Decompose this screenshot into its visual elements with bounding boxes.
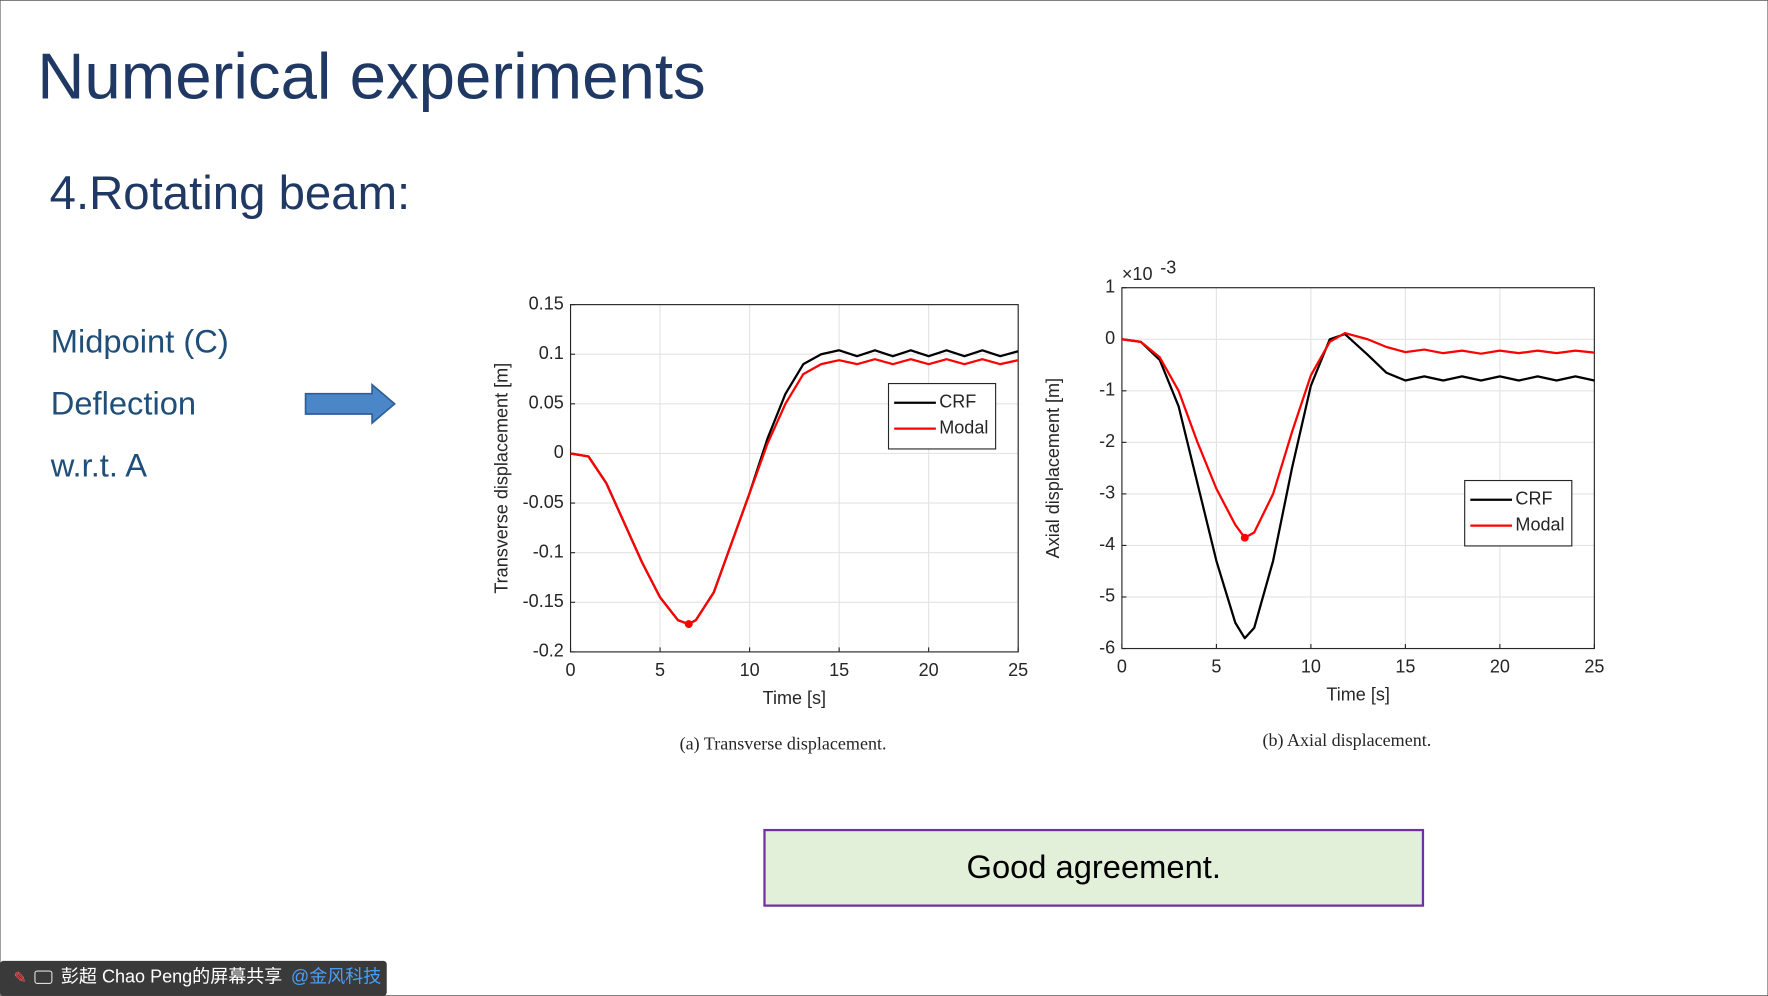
chart: 0 5 10 15 20 25 -6 -5 -4 -3 -2 -1 0 1 Time [s] Axial di… [1043,257,1604,751]
y-tick-label: -3 [1099,483,1115,503]
y-tick-label: 0.15 [529,293,564,313]
x-tick-label: 10 [740,660,760,680]
plot-frame [569,304,1019,653]
series-line [570,358,1019,626]
y-tick-label: -5 [1099,586,1115,606]
y-tick-label: -0.2 [533,641,564,661]
y-tick-label: 0 [1105,328,1115,348]
y-tick-label: -1 [1099,380,1115,400]
plot-frame [1121,287,1595,650]
mic-icon: ✎ [14,970,27,987]
y-tick-label: 0.05 [529,393,564,413]
x-tick-label: 5 [1211,656,1221,676]
x-tick-label: 10 [1301,656,1321,676]
min-marker [684,620,693,629]
y-tick-label: -2 [1099,431,1115,451]
y-tick-label: -0.05 [523,492,564,512]
y-tick-label: 0.1 [539,343,564,363]
chart: 0 5 10 15 20 25 -0.2 -0.15 -0.1 -0.05 0 0.05 0.1 0.15… [492,293,1029,754]
plot-area [1121,287,1595,649]
y-tick-label: -0.15 [523,591,564,611]
legend-label: Modal [939,417,988,437]
y-multiplier-exp: -3 [1160,257,1176,277]
y-axis-label: Axial displacement [m] [1043,378,1063,558]
legend-label: CRF [939,391,976,411]
x-tick-label: 15 [829,660,849,680]
share-presenter: 彭超 Chao Peng的屏幕共享 [61,967,282,987]
plot-area [570,304,1019,652]
x-tick-label: 5 [655,660,665,680]
legend-label: CRF [1515,488,1552,508]
chart-caption: (b) Axial displacement. [1262,730,1431,751]
x-tick-label: 0 [1117,656,1127,676]
y-tick-label: -6 [1099,637,1115,657]
left-label: Midpoint (C) [51,323,229,360]
legend-label: Modal [1515,514,1564,534]
x-tick-label: 0 [566,660,576,680]
share-org: @金风科技 [291,967,381,987]
legend [1464,479,1573,547]
x-tick-label: 15 [1395,656,1415,676]
x-tick-label: 20 [1490,656,1510,676]
left-label: w.r.t. A [50,447,147,484]
y-multiplier: ×10 [1122,264,1153,284]
share-bar [0,960,387,996]
x-axis-label: Time [s] [1326,685,1389,705]
conclusion-box [763,828,1425,907]
series-line [1121,331,1595,539]
y-tick-label: -0.1 [533,541,564,561]
slide-subtitle: 4.Rotating beam: [50,167,411,220]
x-tick-label: 25 [1008,660,1028,680]
x-axis-label: Time [s] [763,688,826,708]
conclusion: Good agreement. [967,848,1221,885]
x-tick-label: 20 [919,660,939,680]
arrow [304,382,396,425]
x-tick-label: 25 [1584,656,1604,676]
y-axis-label: Transverse displacement [m] [492,363,512,594]
y-tick-label: 0 [554,442,564,462]
screen-icon [34,970,53,984]
y-tick-label: -4 [1099,534,1115,554]
min-marker [1240,533,1249,542]
slide-title: Numerical experiments [37,40,706,113]
left-label: Deflection [51,385,196,422]
legend [887,382,997,450]
y-tick-label: 1 [1105,276,1115,296]
chart-caption: (a) Transverse displacement. [680,734,887,755]
